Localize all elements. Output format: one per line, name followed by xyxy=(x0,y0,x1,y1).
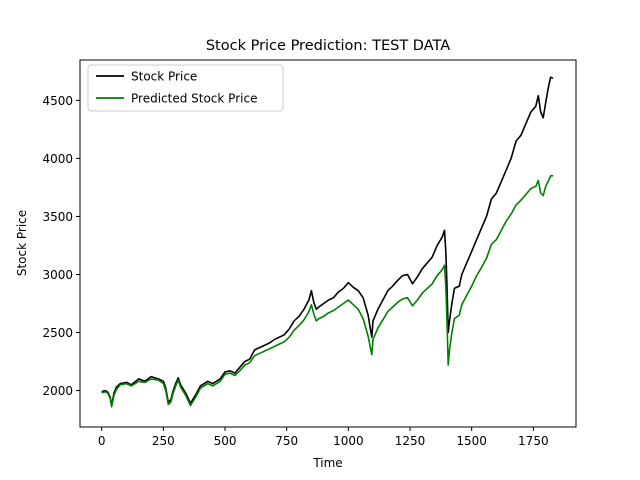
y-tick-label: 4000 xyxy=(42,152,73,166)
legend-label-1: Predicted Stock Price xyxy=(131,92,257,106)
series-line-1 xyxy=(101,175,554,408)
plot-area xyxy=(101,76,554,408)
y-axis-label: Stock Price xyxy=(15,210,29,276)
x-tick-label: 1500 xyxy=(456,434,487,448)
x-tick-label: 0 xyxy=(98,434,106,448)
y-tick-label: 4500 xyxy=(42,94,73,108)
x-axis: 0 250 500 750 1000 1250 1500 1750 xyxy=(98,427,549,448)
x-tick-label: 750 xyxy=(275,434,298,448)
y-tick-label: 2000 xyxy=(42,384,73,398)
chart-title: Stock Price Prediction: TEST DATA xyxy=(206,38,450,54)
x-tick-label: 1750 xyxy=(518,434,549,448)
axes-frame xyxy=(79,59,577,428)
x-tick-label: 1000 xyxy=(333,434,364,448)
legend-label-0: Stock Price xyxy=(131,70,197,84)
y-tick-label: 2500 xyxy=(42,326,73,340)
legend-frame xyxy=(87,64,284,112)
x-tick-label: 500 xyxy=(214,434,237,448)
y-axis: 2000 2500 3000 3500 4000 4500 xyxy=(42,94,80,398)
x-tick-label: 1250 xyxy=(395,434,426,448)
legend: Stock Price Predicted Stock Price xyxy=(87,64,284,112)
x-axis-label: Time xyxy=(312,456,342,470)
y-tick-label: 3500 xyxy=(42,210,73,224)
y-tick-label: 3000 xyxy=(42,268,73,282)
x-tick-label: 250 xyxy=(152,434,175,448)
